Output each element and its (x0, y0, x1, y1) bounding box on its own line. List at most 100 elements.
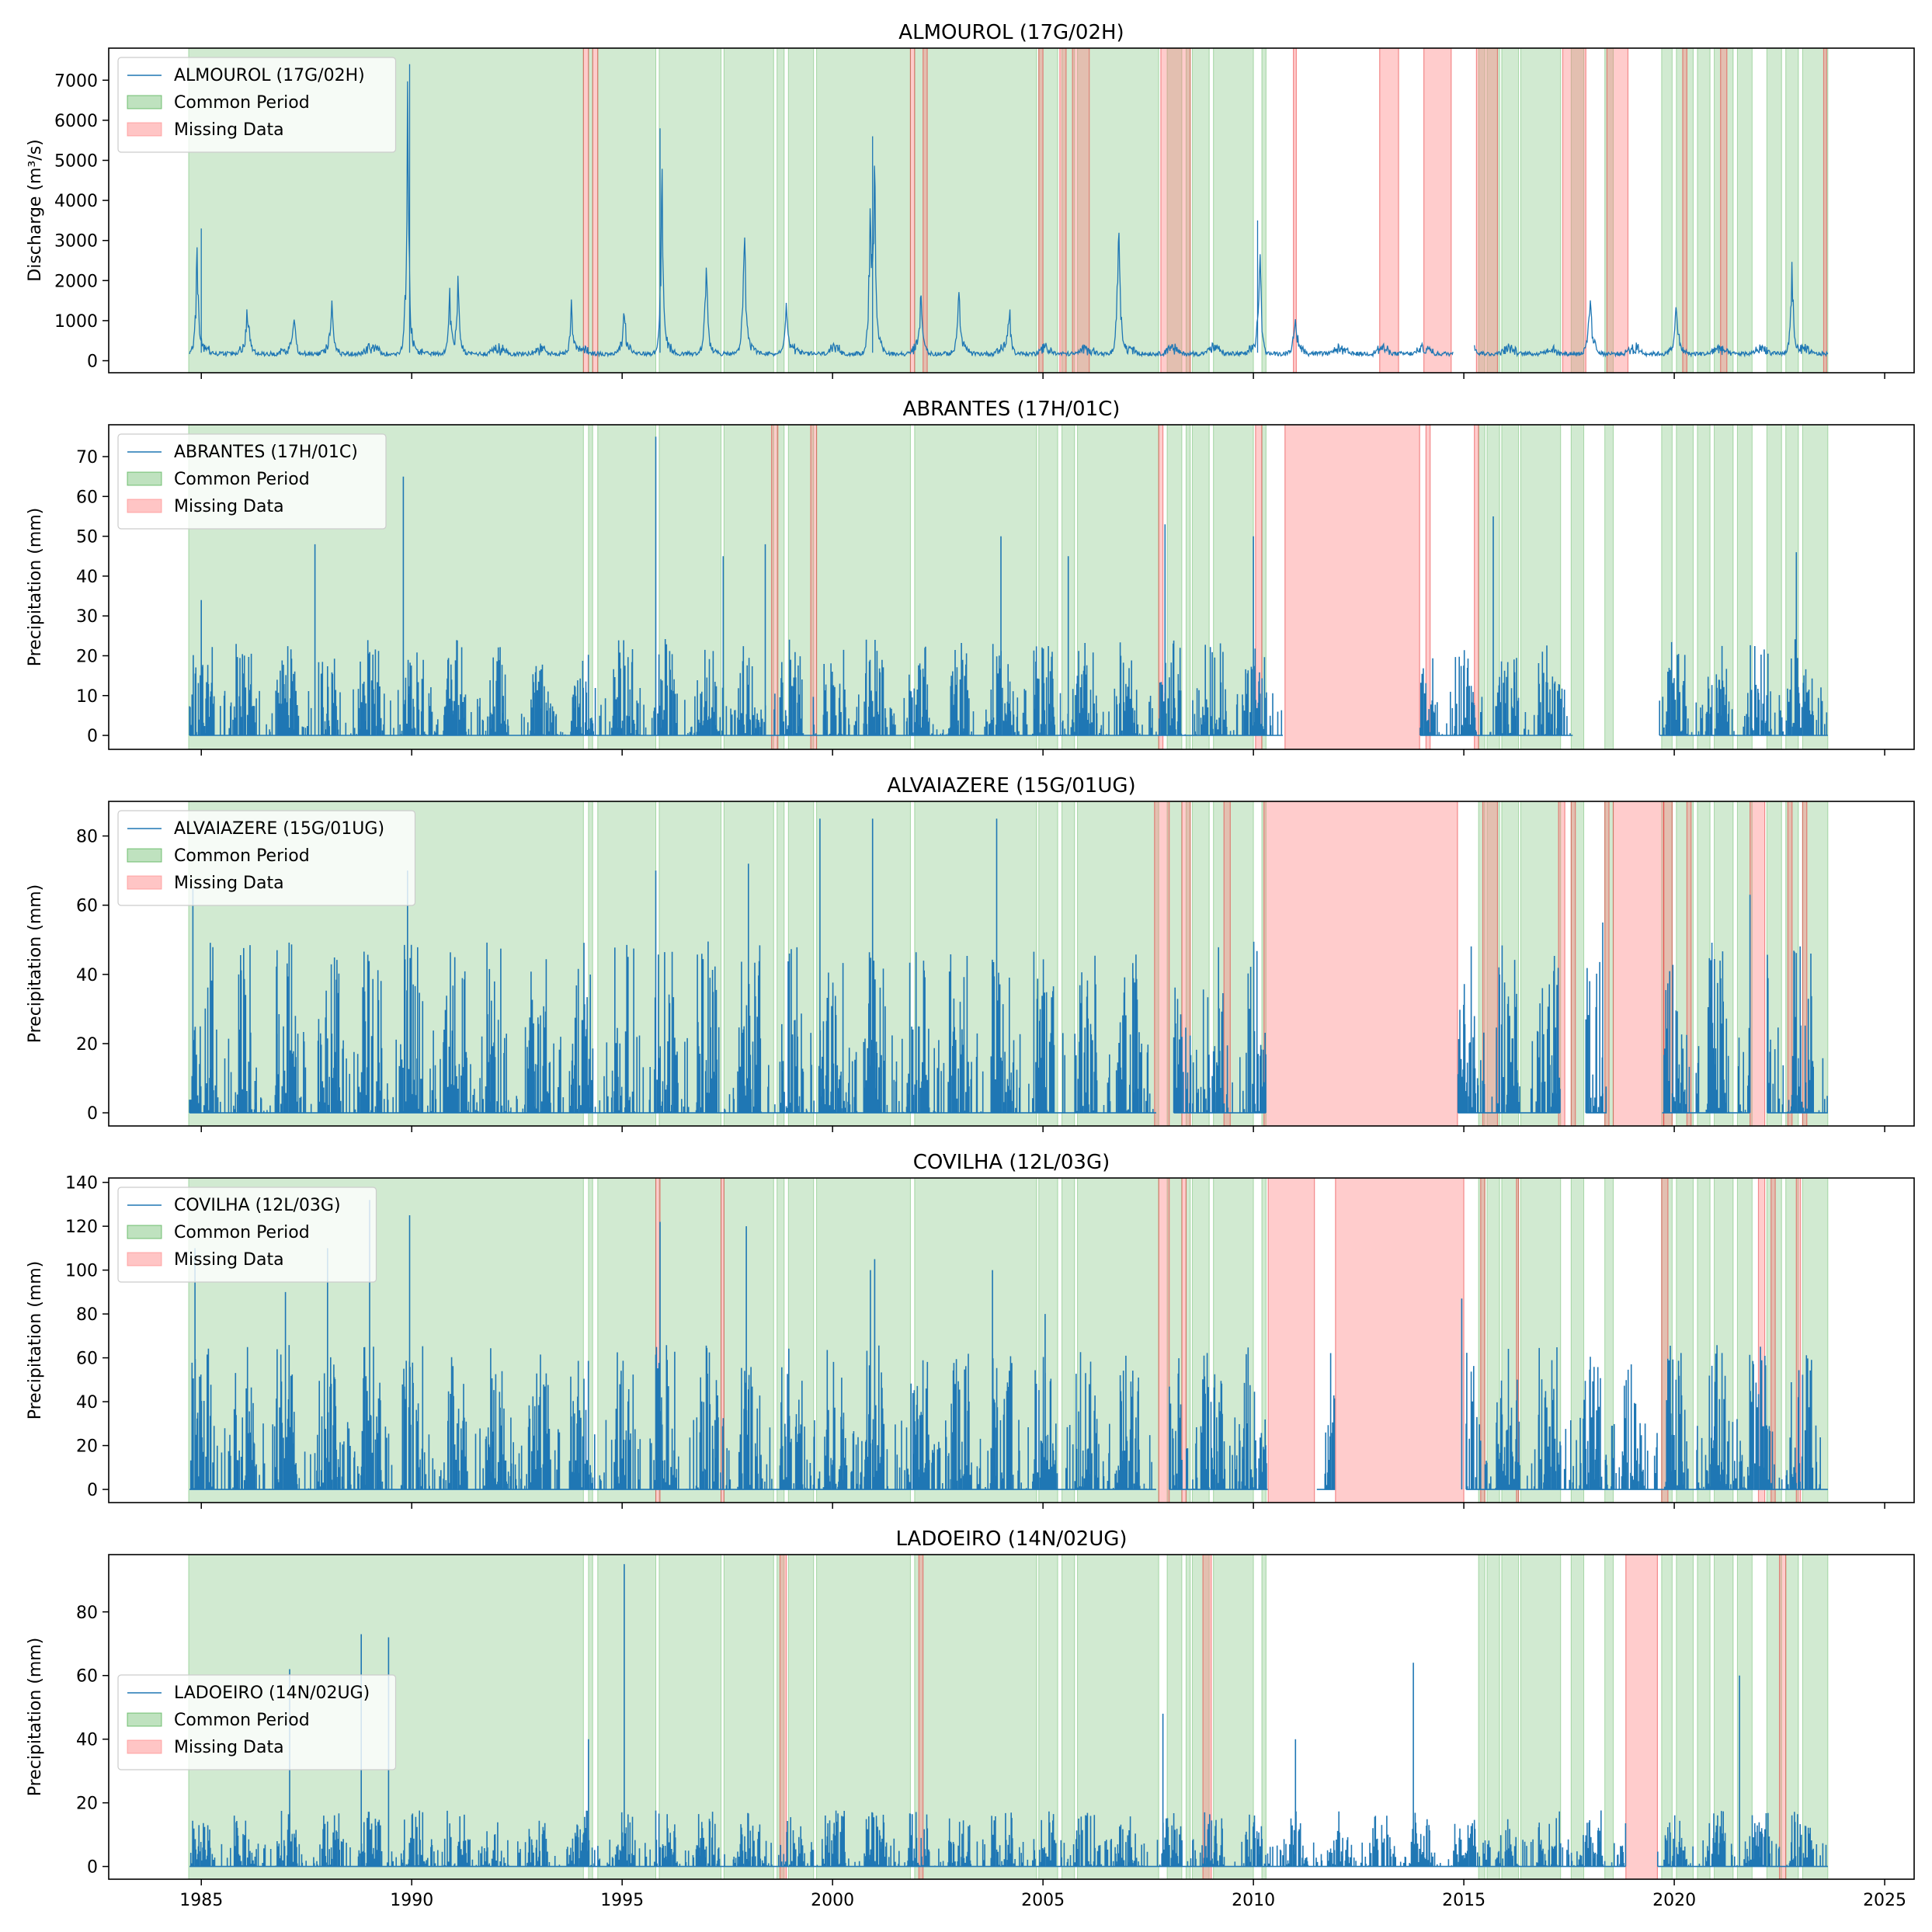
y-tick-label: 0 (87, 727, 98, 746)
common-period-span (914, 1555, 1037, 1879)
missing-data-span (1072, 48, 1090, 373)
y-tick-label: 20 (76, 1795, 98, 1814)
missing-data-span (1158, 425, 1164, 749)
common-period-span (1785, 48, 1799, 373)
legend-label: Common Period (174, 1223, 310, 1242)
missing-data-span (779, 1555, 787, 1879)
legend-patch-swatch (127, 848, 162, 863)
missing-data-span (909, 48, 916, 373)
missing-data-span (1802, 801, 1808, 1126)
y-tick-label: 4000 (54, 192, 98, 211)
common-period-span (1501, 48, 1520, 373)
axes-frame (108, 47, 1915, 374)
common-period-span (1062, 1178, 1075, 1503)
common-period-span (816, 48, 911, 373)
y-tick-label: 0 (87, 1858, 98, 1878)
legend: COVILHA (12L/03G) Common Period Missing Da… (117, 1187, 377, 1283)
x-tick-label: 2005 (1021, 1891, 1065, 1910)
common-period-span (1604, 48, 1614, 373)
legend-patch-swatch (127, 1225, 162, 1239)
common-period-span (1213, 1555, 1254, 1879)
y-axis-label: Precipitation (mm) (26, 1261, 45, 1420)
y-tick-label: 3000 (54, 232, 98, 252)
y-tick-label: 10 (76, 687, 98, 707)
series-line (189, 436, 1828, 736)
missing-data-span (1823, 48, 1827, 373)
y-tick-label: 6000 (54, 112, 98, 131)
common-period-span (658, 425, 722, 749)
missing-data-span (1720, 48, 1728, 373)
y-tick-label: 60 (76, 897, 98, 916)
common-period-span (1261, 425, 1267, 749)
common-period-span (1520, 1555, 1562, 1879)
missing-data-span (1059, 48, 1067, 373)
common-period-span (1570, 1555, 1585, 1879)
common-period-span (1185, 801, 1191, 1126)
missing-data-span (923, 48, 928, 373)
legend-patch-swatch (127, 875, 162, 890)
y-tick-label: 20 (76, 1437, 98, 1457)
panel-1: ALMOUROL (17G/02H) 0 1000 2000 3000 4000 5000 6… (26, 21, 1915, 379)
legend-label: Missing Data (174, 1738, 284, 1757)
missing-data-span (1267, 1178, 1315, 1503)
legend-box (117, 57, 397, 153)
legend: ALMOUROL (17G/02H) Common Period Missing D… (117, 57, 397, 153)
common-period-span (787, 425, 815, 749)
panel-title: ALMOUROL (17G/02H) (898, 21, 1124, 44)
y-axis-label: Discharge (m³/s) (26, 139, 45, 281)
common-period-span (1766, 48, 1782, 373)
y-tick-label: 80 (76, 1305, 98, 1325)
common-period-span (1062, 48, 1075, 373)
missing-data-span (1570, 801, 1576, 1126)
common-period-span (1062, 801, 1075, 1126)
missing-data-span (1475, 48, 1499, 373)
series-line (189, 64, 1829, 358)
y-tick-label: 60 (76, 1667, 98, 1687)
y-tick-label: 100 (65, 1262, 98, 1281)
legend: ALVAIAZERE (15G/01UG) Common Period Missin… (117, 810, 416, 906)
common-period-span (1736, 801, 1753, 1126)
common-period-span (816, 1555, 911, 1879)
missing-data-span (582, 48, 589, 373)
common-period-span (1766, 425, 1782, 749)
common-period-span (1166, 48, 1183, 373)
missing-data-span (810, 425, 818, 749)
common-period-span (588, 48, 593, 373)
missing-data-span (770, 425, 779, 749)
missing-data-span (1778, 1555, 1787, 1879)
missing-data-span (1562, 48, 1586, 373)
y-tick-label: 40 (76, 1393, 98, 1413)
y-tick-label: 7000 (54, 71, 98, 91)
common-period-span (1676, 48, 1694, 373)
legend-patch-swatch (127, 122, 162, 137)
legend-label: ABRANTES (17H/01C) (174, 443, 358, 462)
missing-data-span (1750, 801, 1766, 1126)
missing-data-span (1379, 48, 1399, 373)
x-tick-label: 1995 (600, 1891, 644, 1910)
y-tick-label: 120 (65, 1218, 98, 1237)
common-period-span (1714, 48, 1734, 373)
common-period-span (1213, 48, 1254, 373)
common-period-span (1478, 425, 1485, 749)
common-period-span (1478, 801, 1485, 1126)
axes-frame (108, 1177, 1915, 1503)
y-tick-label: 40 (76, 568, 98, 587)
y-tick-label: 0 (87, 1481, 98, 1500)
legend-label: Common Period (174, 846, 310, 866)
missing-data-span (1425, 425, 1431, 749)
common-period-span (1697, 1555, 1711, 1879)
common-period-span (914, 801, 1037, 1126)
missing-data-span (1516, 1178, 1520, 1503)
legend-label: Common Period (174, 1711, 310, 1730)
missing-data-span (720, 1178, 724, 1503)
common-period-span (1736, 1555, 1753, 1879)
plot-area (188, 801, 1829, 1126)
y-tick-label: 5000 (54, 151, 98, 171)
common-period-span (1478, 1555, 1485, 1879)
y-tick-label: 0 (87, 353, 98, 372)
common-period-span (1185, 1178, 1191, 1503)
legend-patch-swatch (127, 1739, 162, 1754)
x-tick-label: 2010 (1232, 1891, 1275, 1910)
common-period-span (1570, 48, 1585, 373)
common-period-span (588, 1555, 593, 1879)
